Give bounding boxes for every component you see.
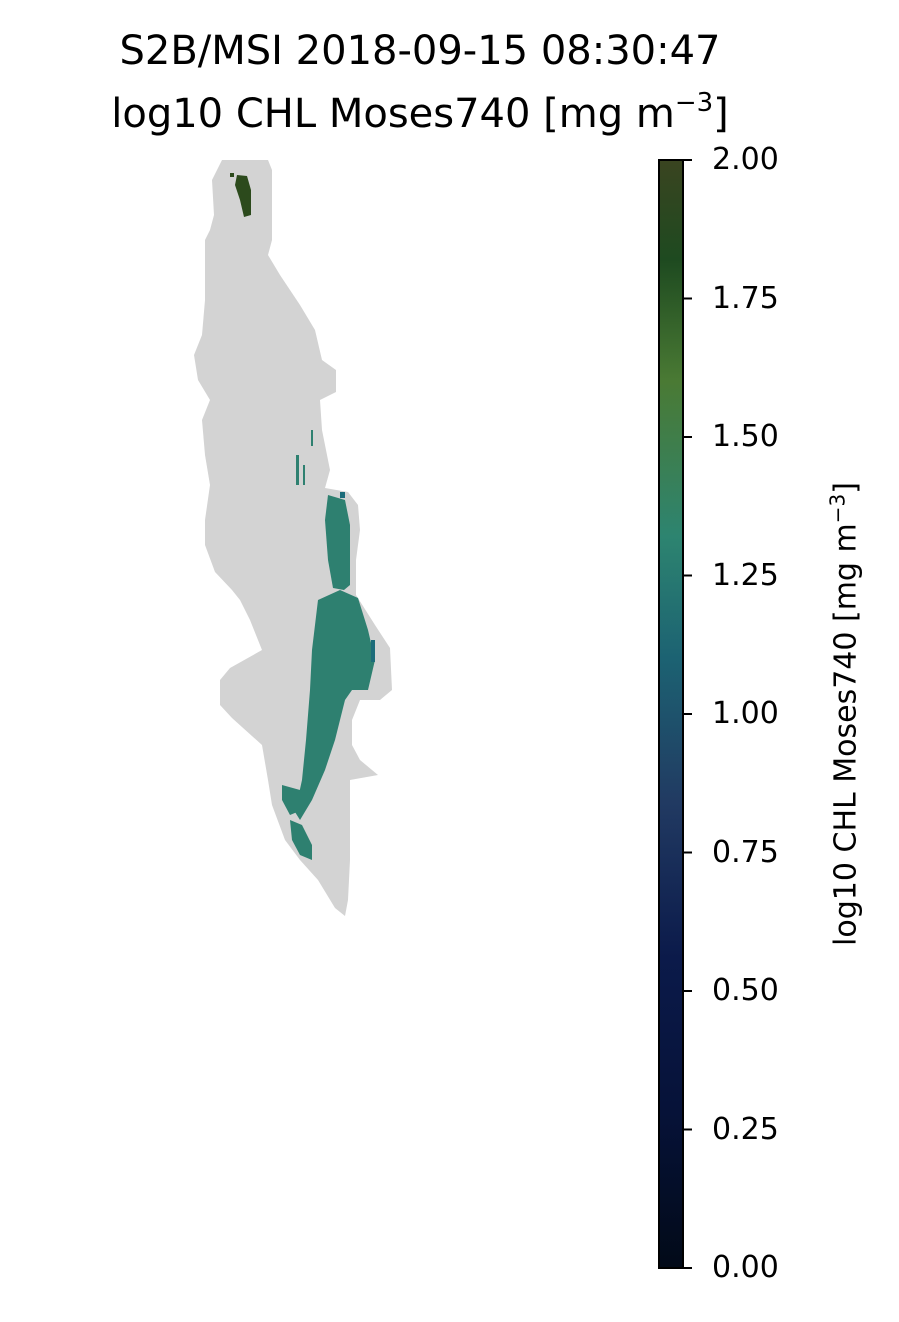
colorbar-tick-label: 1.50 (712, 419, 779, 454)
colorbar-tick-label: 0.25 (712, 1111, 779, 1147)
colorbar-tick-label: 0.75 (712, 834, 779, 870)
colorbar-label-suffix: ] (828, 482, 864, 494)
colorbar-ticks (683, 159, 692, 1269)
chl-data-north (230, 173, 251, 217)
lake-mask (194, 160, 392, 916)
colorbar-tick-label: 0.50 (712, 973, 779, 1008)
chl-data-main (282, 430, 375, 860)
colorbar-tick-label: 1.75 (712, 280, 779, 316)
colorbar-axis-label: log10 CHL Moses740 [mg m−3] (825, 482, 864, 946)
colorbar-label-exponent: −3 (825, 493, 850, 524)
title-suffix: ] (713, 91, 729, 137)
colorbar-tick-label: 1.00 (712, 696, 779, 731)
colorbar-tick-label: 1.25 (712, 557, 779, 593)
lake-outline (194, 160, 392, 916)
map-title-line-1: S2B/MSI 2018-09-15 08:30:47 (119, 28, 721, 74)
colorbar-tick-label: 2.00 (712, 142, 779, 177)
colorbar-gradient-bar (659, 160, 683, 1268)
title-text: log10 CHL Moses740 [mg m (111, 91, 675, 137)
colorbar-label-text: log10 CHL Moses740 [mg m (828, 523, 864, 946)
colorbar-tick-label: 0.00 (712, 1250, 779, 1285)
map-title-line-2: log10 CHL Moses740 [mg m−3] (0, 90, 840, 137)
colorbar (658, 159, 692, 1269)
title-exponent: −3 (674, 88, 714, 118)
